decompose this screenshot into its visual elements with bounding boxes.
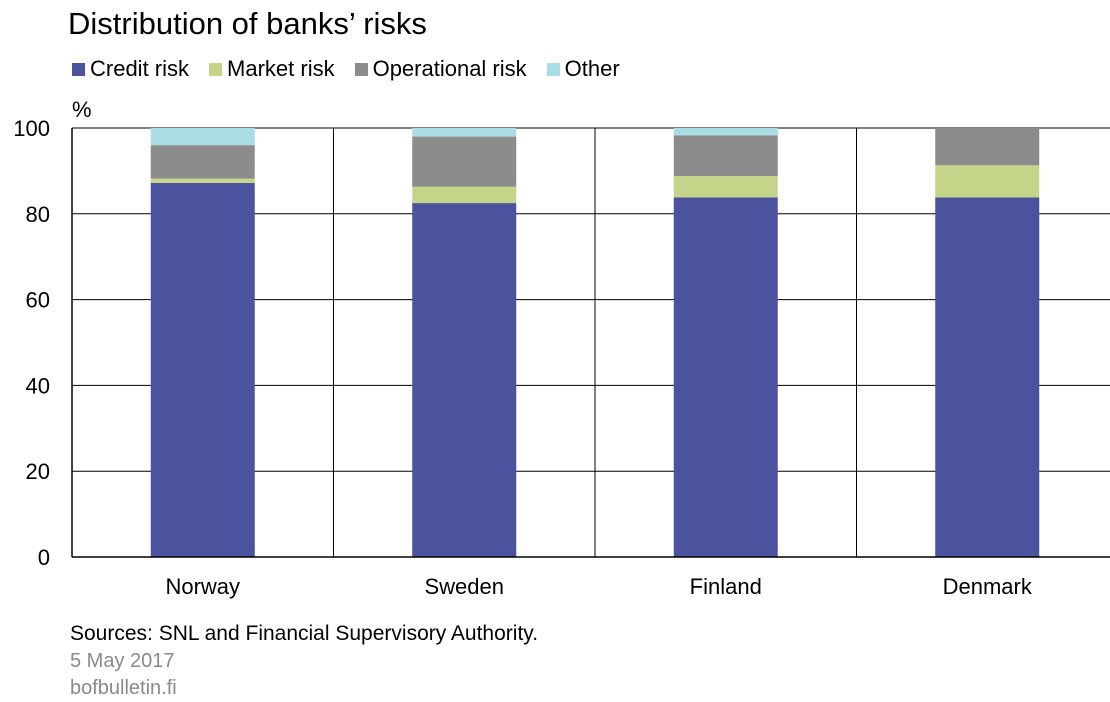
legend-swatch-credit-risk (72, 62, 85, 76)
bar-finland-operational-risk (673, 135, 778, 177)
legend-label-operational-risk: Operational risk (372, 56, 527, 81)
footer-sources: Sources: SNL and Financial Supervisory A… (70, 622, 539, 645)
bar-finland-market-risk (673, 176, 778, 198)
bar-sweden-market-risk (412, 186, 517, 204)
legend: Credit risk Market risk Operational risk… (72, 56, 640, 82)
legend-swatch-market-risk (209, 62, 223, 76)
chart-title: Distribution of banks’ risks (68, 6, 427, 41)
bar-finland-other (673, 128, 778, 136)
y-tick-label-20: 20 (26, 459, 50, 484)
bar-denmark-credit-risk (935, 197, 1040, 558)
x-tick-label-norway: Norway (165, 574, 240, 599)
chart-plot: 0 20 40 60 80 100% Norway Sweden Finland Denmark (13, 97, 1110, 599)
footer-site: bofbulletin.fi (70, 677, 177, 699)
legend-item-operational-risk: Operational risk (354, 56, 527, 82)
x-tick-label-denmark: Denmark (943, 574, 1033, 599)
bar-finland-credit-risk (673, 197, 778, 558)
bar-norway-credit-risk (150, 182, 255, 558)
footer-date: 5 May 2017 (70, 650, 175, 672)
legend-item-credit-risk: Credit risk (72, 56, 189, 82)
x-tick-label-finland: Finland (690, 574, 762, 599)
y-tick-label-40: 40 (26, 373, 50, 398)
bar-denmark-operational-risk (935, 128, 1040, 166)
x-tick-label-sweden: Sweden (424, 574, 504, 599)
y-tick-label-80: 80 (26, 202, 50, 227)
bar-norway-other (150, 128, 255, 146)
bar-norway-operational-risk (150, 145, 255, 179)
y-axis-unit-label: % (72, 97, 92, 122)
bar-sweden-operational-risk (412, 136, 517, 187)
bar-sweden-other (412, 128, 517, 137)
bar-denmark-market-risk (935, 165, 1040, 198)
bar-norway-market-risk (150, 178, 255, 183)
y-tick-label-60: 60 (26, 288, 50, 313)
bar-sweden-credit-risk (412, 203, 517, 557)
legend-label-other: Other (564, 56, 620, 81)
legend-swatch-operational-risk (354, 62, 368, 76)
legend-item-market-risk: Market risk (209, 56, 335, 82)
legend-label-market-risk: Market risk (227, 56, 335, 81)
legend-swatch-other (546, 62, 560, 76)
legend-label-credit-risk: Credit risk (90, 56, 190, 81)
y-tick-label-0: 0 (38, 545, 50, 570)
legend-item-other: Other (546, 56, 620, 82)
y-tick-label-100: 100 (13, 116, 50, 141)
